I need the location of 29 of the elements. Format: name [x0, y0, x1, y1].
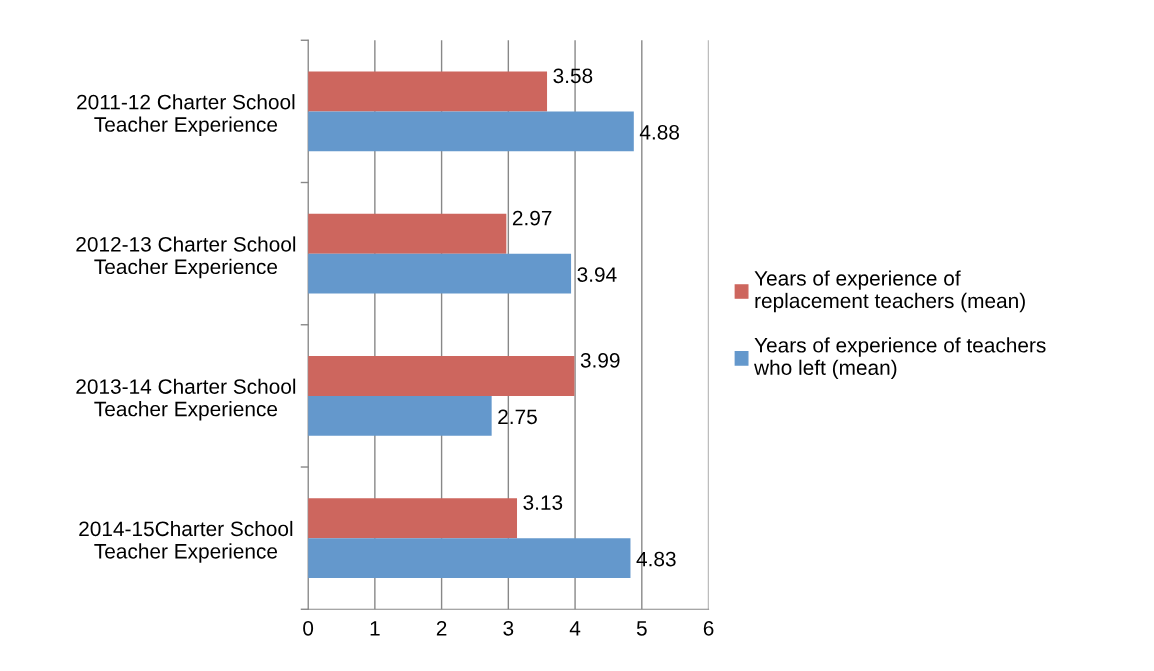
- y-tick-label: 2013-14 Charter School Teacher Experience: [76, 378, 296, 421]
- data-label: 3.94: [577, 267, 617, 282]
- bar: [308, 253, 572, 294]
- bar: [308, 395, 492, 436]
- bar: [308, 498, 518, 539]
- bar: [308, 356, 575, 396]
- data-label: 3.99: [580, 352, 620, 368]
- x-tick-label: 3: [503, 620, 514, 636]
- x-tick-label: 1: [370, 621, 380, 636]
- x-tick-label: 5: [636, 621, 647, 636]
- data-label: 4.88: [639, 124, 679, 140]
- bar: [308, 213, 507, 254]
- bar: [308, 71, 548, 112]
- data-label: 3.13: [523, 495, 563, 510]
- x-tick-label: 4: [569, 621, 581, 636]
- y-tick-label: 2012-13 Charter School Teacher Experience: [76, 236, 296, 279]
- data-label: 2.97: [512, 210, 552, 226]
- x-tick-label: 6: [703, 620, 714, 636]
- legend-label: Years of experience of replacement teachers (mean): [754, 270, 1025, 313]
- y-tick-label: 2011-12 Charter School Teacher Experience: [77, 94, 295, 136]
- bar: [308, 111, 634, 152]
- legend-label: Years of experience of teachers who left (mean): [754, 337, 1046, 380]
- data-label: 2.75: [498, 409, 537, 425]
- x-tick-label: 2: [436, 620, 447, 636]
- bar: [308, 538, 631, 578]
- data-label: 4.83: [636, 551, 676, 567]
- x-tick-label: 0: [303, 620, 314, 636]
- y-tick-label: 2014-15Charter School Teacher Experience: [79, 520, 293, 563]
- data-label: 3.58: [553, 68, 593, 84]
